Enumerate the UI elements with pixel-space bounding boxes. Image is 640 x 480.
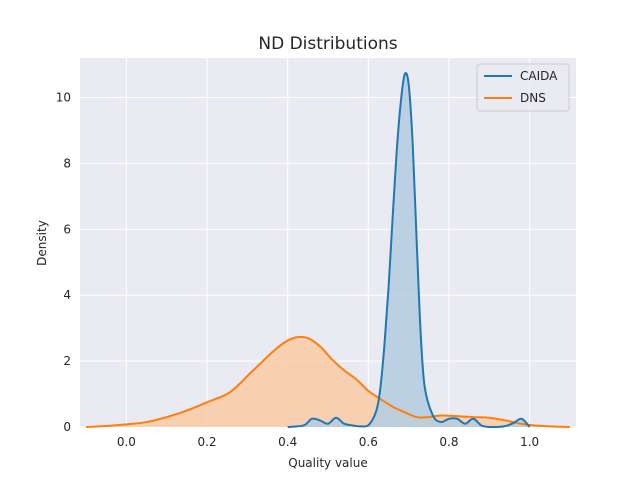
legend: CAIDA DNS <box>476 63 570 112</box>
series-lines <box>86 72 570 428</box>
y-tick-label: 4 <box>63 288 71 302</box>
area-dns <box>86 336 570 427</box>
series-areas <box>86 72 570 427</box>
legend-label-dns: DNS <box>520 91 546 105</box>
y-tick-label: 10 <box>56 91 71 105</box>
legend-label-caida: CAIDA <box>520 69 558 83</box>
x-tick-label: 0.0 <box>117 435 136 449</box>
grid <box>80 58 576 428</box>
chart-title: ND Distributions <box>258 34 397 54</box>
x-tick-label: 0.4 <box>278 435 297 449</box>
x-tick-label: 0.6 <box>359 435 378 449</box>
area-caida <box>287 72 530 427</box>
line-caida <box>287 72 531 428</box>
x-tick-label: 1.0 <box>520 435 539 449</box>
y-tick-label: 8 <box>63 156 71 170</box>
y-tick-label: 2 <box>63 354 71 368</box>
x-tick-label: 0.8 <box>439 435 458 449</box>
y-axis-label: Density <box>35 220 49 266</box>
y-axis-ticks: 0 2 4 6 8 10 <box>56 91 71 434</box>
x-tick-label: 0.2 <box>197 435 216 449</box>
x-axis-label: Quality value <box>288 456 367 470</box>
y-tick-label: 0 <box>63 420 71 434</box>
y-tick-label: 6 <box>63 222 71 236</box>
x-axis-ticks: 0.0 0.2 0.4 0.6 0.8 1.0 <box>117 435 539 449</box>
line-dns <box>86 335 570 428</box>
